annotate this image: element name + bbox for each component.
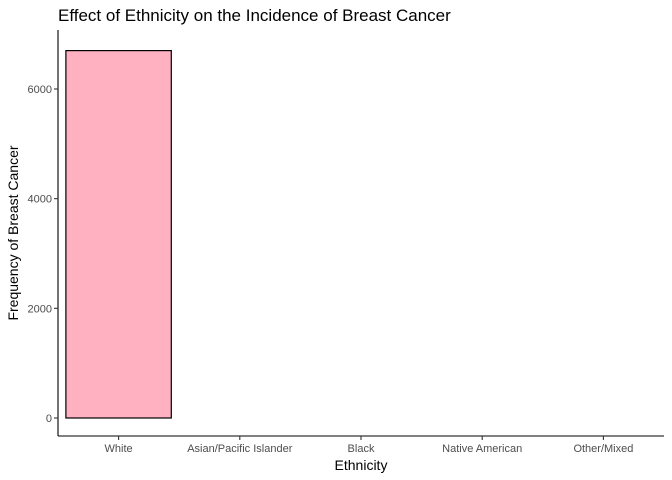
y-tick-label: 0 (46, 413, 52, 425)
plot-area: 0 2000 4000 6000 White Asian/Pacific Islander… (28, 30, 664, 455)
bar-white (65, 49, 172, 419)
x-tick-label: Black (348, 443, 375, 455)
y-axis-title: Frequency of Breast Cancer (5, 145, 21, 320)
x-axis-title: Ethnicity (335, 457, 388, 473)
chart-title: Effect of Ethnicity on the Incidence of … (58, 6, 451, 25)
y-tick-label: 4000 (28, 194, 52, 206)
x-tick-label: Native American (442, 443, 522, 455)
y-tick-label: 6000 (28, 84, 52, 96)
x-tick-label: Other/Mixed (573, 443, 633, 455)
y-tick-label: 2000 (28, 303, 52, 315)
x-tick-label: Asian/Pacific Islander (187, 443, 292, 455)
x-tick-label: White (105, 443, 133, 455)
